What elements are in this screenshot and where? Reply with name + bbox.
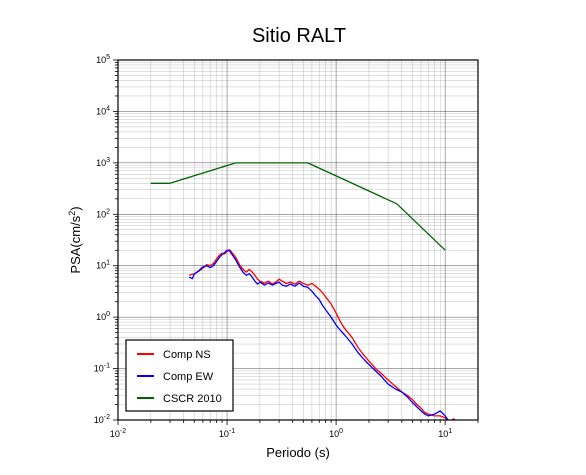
y-axis-label-sup: 2 <box>67 211 77 216</box>
y-tick-label-base: 10 <box>96 209 106 219</box>
y-tick-label: 100 <box>96 311 110 322</box>
y-tick-label: 103 <box>96 157 110 168</box>
x-tick-label: 10-1 <box>219 428 235 439</box>
y-tick-label: 105 <box>96 54 110 65</box>
series-line-comp-ns <box>189 249 456 420</box>
chart-title: Sitio RALT <box>252 25 346 47</box>
ticks <box>113 59 479 425</box>
y-tick-label: 10-1 <box>94 363 110 374</box>
legend-label-comp-ns: Comp NS <box>163 349 211 361</box>
legend-label-cscr-2010: CSCR 2010 <box>163 393 222 405</box>
y-tick-label-base: 10 <box>96 55 106 65</box>
y-tick-label-base: 10 <box>96 106 106 116</box>
x-tick-label-exp: 0 <box>339 428 343 435</box>
series-line-comp-ew <box>188 249 449 420</box>
x-tick-label-base: 10 <box>329 429 339 439</box>
y-axis-label: PSA(cm/s2) <box>67 206 83 273</box>
y-tick-label-base: 10 <box>96 261 106 271</box>
y-tick-label-base: 10 <box>96 312 106 322</box>
y-tick-label-base: 10 <box>94 415 104 425</box>
y-tick-label-exp: -2 <box>104 414 110 421</box>
y-tick-label-base: 10 <box>94 364 104 374</box>
y-tick-label: 101 <box>96 260 110 271</box>
y-tick-label-exp: -1 <box>104 363 110 370</box>
y-tick-label-exp: 3 <box>106 157 110 164</box>
legend: Comp NS Comp EW CSCR 2010 <box>125 339 234 412</box>
x-tick-label: 101 <box>438 428 452 439</box>
x-tick-label-exp: -2 <box>120 428 126 435</box>
legend-label-comp-ew: Comp EW <box>163 371 214 383</box>
x-tick-label: 100 <box>329 428 343 439</box>
x-tick-label-base: 10 <box>219 429 229 439</box>
y-tick-label-exp: 4 <box>106 105 110 112</box>
y-tick-label-exp: 5 <box>106 54 110 61</box>
y-tick-label-exp: 1 <box>106 260 110 267</box>
y-tick-label-base: 10 <box>96 158 106 168</box>
y-axis-label-suffix: ) <box>68 206 83 210</box>
y-tick-label: 104 <box>96 105 110 116</box>
y-tick-label: 10-2 <box>94 414 110 425</box>
plot-frame <box>117 59 479 421</box>
x-tick-label-exp: -1 <box>229 428 235 435</box>
x-tick-labels: 10-2 10-1 100 101 <box>110 428 452 439</box>
series-group <box>150 162 456 420</box>
y-tick-label-exp: 2 <box>106 208 110 215</box>
series-line-cscr-2010 <box>150 162 446 251</box>
y-axis-label-text: PSA(cm/s <box>68 215 83 273</box>
y-tick-label-exp: 0 <box>106 311 110 318</box>
y-tick-label: 102 <box>96 208 110 219</box>
x-tick-label: 10-2 <box>110 428 126 439</box>
x-tick-label-base: 10 <box>110 429 120 439</box>
x-tick-label-exp: 1 <box>448 428 452 435</box>
x-axis-label: Periodo (s) <box>266 445 330 460</box>
x-tick-label-base: 10 <box>438 429 448 439</box>
